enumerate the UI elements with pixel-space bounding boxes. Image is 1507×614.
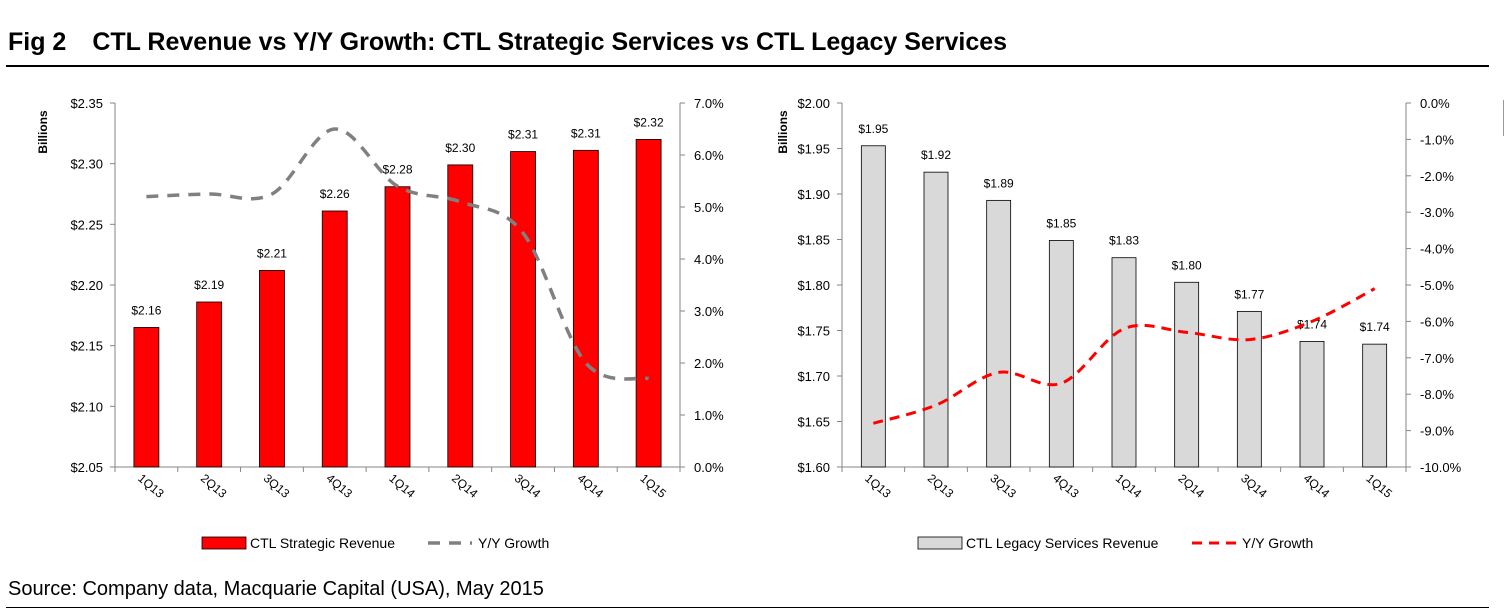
bar-value-label: $2.30: [445, 141, 475, 155]
x-category-label: 1Q13: [862, 471, 894, 501]
bar: [133, 327, 160, 468]
bar-value-label: $2.16: [131, 303, 161, 317]
y2-tick-label: -6.0%: [1420, 314, 1454, 329]
y-axis-title: Billions: [776, 110, 790, 154]
bar: [510, 151, 536, 468]
legend-bar-label: CTL Legacy Services Revenue: [966, 535, 1159, 551]
y2-tick-label: -2.0%: [1420, 169, 1454, 184]
bar: [384, 186, 411, 468]
bar: [860, 145, 886, 468]
figure-title-text: CTL Revenue vs Y/Y Growth: CTL Strategic…: [92, 28, 1008, 56]
bar-value-label: $2.26: [320, 187, 350, 201]
y2-tick-label: 1.0%: [694, 408, 724, 423]
bar-value-label: $1.85: [1046, 216, 1076, 230]
x-category-label: 4Q13: [1050, 471, 1082, 501]
x-category-label: 1Q15: [1363, 471, 1395, 501]
figure-label: Fig 2: [8, 28, 67, 56]
y-tick-label: $2.05: [70, 460, 103, 475]
bar: [1299, 341, 1325, 468]
bar-value-label: $1.95: [858, 122, 888, 136]
growth-line: [146, 127, 650, 381]
x-category-label: 3Q13: [987, 471, 1019, 501]
x-category-label: 3Q14: [1238, 471, 1270, 501]
scrollbar-edge: [1503, 100, 1504, 136]
y2-tick-label: -8.0%: [1420, 387, 1454, 402]
y2-tick-label: -10.0%: [1420, 460, 1462, 475]
y2-tick-label: 0.0%: [1420, 96, 1450, 111]
bar: [1174, 281, 1200, 468]
bar-value-label: $1.83: [1109, 234, 1139, 248]
legend-bar-swatch: [201, 536, 247, 550]
legend-line-label: Y/Y Growth: [1242, 535, 1313, 551]
y2-tick-label: 3.0%: [694, 304, 724, 319]
y2-tick-label: 2.0%: [694, 356, 724, 371]
x-category-label: 1Q14: [1113, 471, 1145, 501]
bar: [1111, 257, 1137, 468]
bottom-rule: [6, 607, 1489, 608]
y-tick-label: $2.30: [70, 157, 103, 172]
y-tick-label: $1.65: [797, 415, 830, 430]
bar-value-label: $1.74: [1297, 317, 1327, 331]
source-note: Source: Company data, Macquarie Capital …: [8, 578, 544, 600]
bar: [635, 138, 662, 468]
y-tick-label: $1.90: [797, 187, 830, 202]
y2-tick-label: 5.0%: [694, 200, 724, 215]
y-tick-label: $2.15: [70, 339, 103, 354]
bar: [321, 210, 348, 468]
y-tick-label: $1.80: [797, 278, 830, 293]
bar: [986, 199, 1012, 468]
y2-tick-label: 4.0%: [694, 252, 724, 267]
y2-tick-label: -9.0%: [1420, 424, 1454, 439]
y-tick-label: $2.25: [70, 217, 103, 232]
legend-line-label: Y/Y Growth: [478, 535, 549, 551]
y-tick-label: $2.35: [70, 96, 103, 111]
y-axis-title: Billions: [36, 110, 50, 154]
bar: [259, 270, 285, 468]
y-tick-label: $1.70: [797, 369, 830, 384]
y-tick-label: $1.75: [797, 324, 830, 339]
bar-value-label: $2.31: [508, 128, 538, 142]
bar-value-label: $2.19: [194, 278, 224, 292]
y2-tick-label: -7.0%: [1420, 351, 1454, 366]
y2-tick-label: -1.0%: [1420, 132, 1454, 147]
bar-value-label: $1.74: [1360, 320, 1390, 334]
y-tick-label: $1.85: [797, 233, 830, 248]
title-rule: [6, 65, 1489, 67]
bar: [447, 164, 474, 468]
bar: [923, 171, 949, 468]
y2-tick-label: -4.0%: [1420, 242, 1454, 257]
y2-tick-label: 6.0%: [694, 148, 724, 163]
bar: [1236, 310, 1262, 468]
y2-tick-label: -3.0%: [1420, 205, 1454, 220]
legend-bar-swatch: [917, 536, 963, 550]
y-tick-label: $2.00: [797, 96, 830, 111]
bar-value-label: $1.77: [1234, 287, 1264, 301]
bar-value-label: $1.80: [1172, 258, 1202, 272]
bar-value-label: $2.21: [257, 246, 287, 260]
figure-title: Fig 2 CTL Revenue vs Y/Y Growth: CTL Stra…: [8, 28, 1007, 57]
bar: [572, 149, 599, 468]
y-tick-label: $2.10: [70, 399, 103, 414]
bar: [1362, 343, 1388, 468]
x-category-label: 2Q14: [1175, 471, 1207, 501]
y2-tick-label: 0.0%: [694, 460, 724, 475]
bar: [1048, 240, 1074, 468]
bar-value-label: $1.89: [984, 176, 1014, 190]
y2-tick-label: 7.0%: [694, 96, 724, 111]
legend-bar-label: CTL Strategic Revenue: [250, 535, 395, 551]
y2-tick-label: -5.0%: [1420, 278, 1454, 293]
bar-value-label: $1.92: [921, 148, 951, 162]
growth-line: [872, 287, 1376, 425]
bar-value-label: $2.31: [571, 126, 601, 140]
bar-value-label: $2.28: [382, 163, 412, 177]
bar-value-label: $2.32: [634, 115, 664, 129]
x-category-label: 4Q14: [1301, 471, 1333, 501]
y-tick-label: $2.20: [70, 278, 103, 293]
x-category-label: 2Q13: [925, 471, 957, 501]
y-tick-label: $1.60: [797, 460, 830, 475]
y-tick-label: $1.95: [797, 142, 830, 157]
bar: [196, 301, 223, 468]
